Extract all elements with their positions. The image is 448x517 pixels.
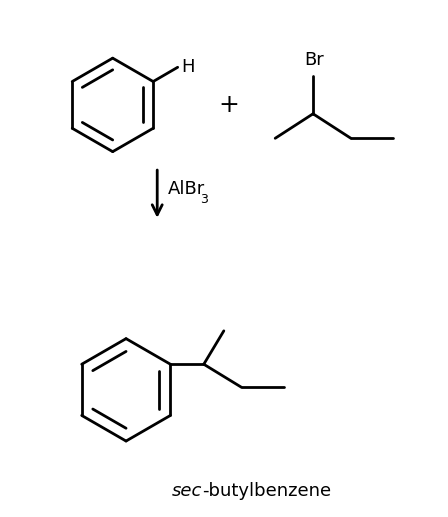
Text: AlBr: AlBr [168, 180, 206, 199]
Text: sec: sec [172, 482, 202, 500]
Text: 3: 3 [200, 193, 208, 206]
Text: Br: Br [304, 51, 324, 69]
Text: +: + [218, 93, 239, 117]
Text: -butylbenzene: -butylbenzene [202, 482, 331, 500]
Text: H: H [181, 58, 195, 77]
